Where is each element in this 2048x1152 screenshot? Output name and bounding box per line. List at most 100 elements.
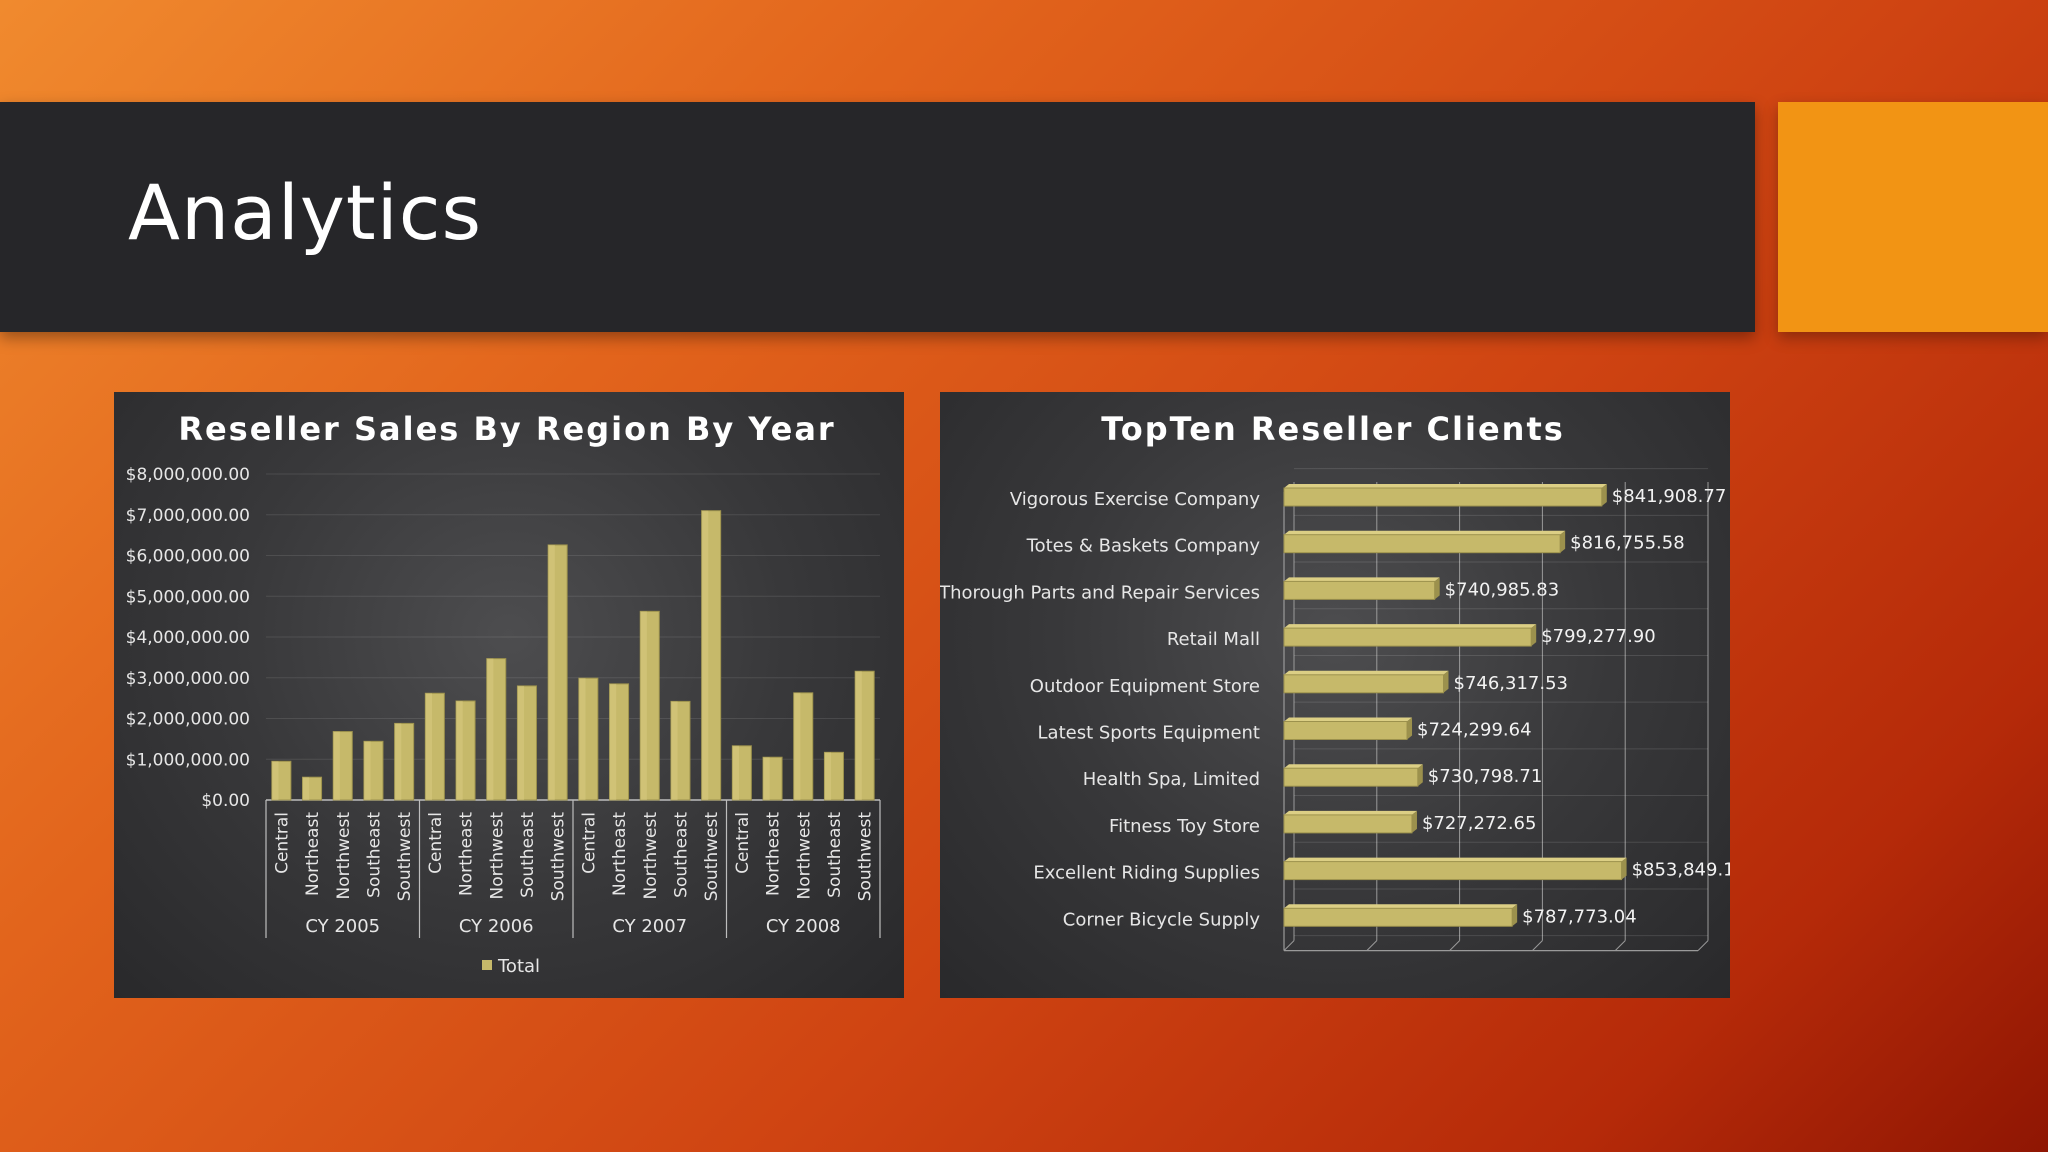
- title-band: [0, 102, 1755, 332]
- bar-highlight: [763, 757, 770, 800]
- bar: [455, 700, 476, 801]
- top-clients-chart-title: TopTen Reseller Clients: [1101, 410, 1565, 448]
- y-tick-label: $3,000,000.00: [126, 669, 250, 689]
- bar-highlight: [855, 671, 862, 800]
- client-label: Thorough Parts and Repair Services: [940, 582, 1260, 603]
- x-category-label: Central: [579, 812, 599, 874]
- top-clients-chart: TopTen Reseller Clients Vigorous Exercis…: [940, 410, 1730, 952]
- y-tick-label: $0.00: [201, 791, 250, 811]
- top-clients-chart-panel: TopTen Reseller Clients Vigorous Exercis…: [940, 392, 1730, 998]
- data-label: $740,985.83: [1445, 579, 1560, 600]
- data-label: $730,798.71: [1428, 766, 1543, 787]
- client-label: Corner Bicycle Supply: [1063, 909, 1261, 930]
- bar: [1283, 814, 1413, 834]
- y-tick-label: $1,000,000.00: [126, 750, 250, 770]
- bar-top: [1284, 624, 1537, 629]
- x-category-label: Northwest: [641, 812, 661, 900]
- x-category-label: Southeast: [518, 812, 538, 898]
- bar: [1283, 861, 1623, 881]
- x-group-label: CY 2005: [305, 916, 380, 937]
- floor-gridline: [1449, 940, 1460, 952]
- x-category-label: Central: [733, 812, 753, 874]
- bar-highlight: [578, 678, 586, 800]
- bar: [578, 677, 599, 801]
- bar-highlight: [670, 701, 678, 800]
- data-label: $724,299.64: [1417, 720, 1532, 741]
- bar-highlight: [701, 510, 709, 800]
- bar: [793, 692, 814, 801]
- bar: [609, 683, 630, 801]
- accent-square: [1778, 102, 2048, 332]
- bar: [547, 544, 568, 801]
- bar-top: [1284, 484, 1607, 488]
- slide-title: Analytics: [128, 168, 483, 257]
- bar: [424, 692, 445, 801]
- bar-highlight: [824, 752, 832, 800]
- bar: [854, 670, 875, 801]
- x-category-label: Northeast: [303, 812, 323, 896]
- data-label: $727,272.65: [1422, 813, 1537, 834]
- bar-top: [1284, 904, 1518, 909]
- legend-label: Total: [497, 956, 540, 977]
- legend-swatch: [482, 960, 492, 970]
- client-label: Totes & Baskets Company: [1026, 536, 1261, 557]
- bar-end: [1411, 810, 1417, 833]
- bar-highlight: [302, 777, 310, 800]
- client-label: Retail Mall: [1167, 629, 1260, 650]
- bar-end: [1621, 857, 1627, 880]
- bar: [332, 731, 353, 801]
- x-category-label: Northeast: [764, 812, 784, 896]
- bar-end: [1512, 904, 1518, 927]
- bar-highlight: [394, 723, 402, 800]
- bar-end: [1601, 484, 1607, 506]
- bar: [394, 722, 415, 801]
- x-category-label: Central: [426, 812, 446, 874]
- bar: [1283, 767, 1419, 787]
- bar: [1283, 627, 1532, 647]
- client-label: Excellent Riding Supplies: [1033, 863, 1260, 884]
- bar-highlight: [609, 683, 617, 800]
- data-label: $816,755.58: [1570, 533, 1685, 554]
- bar-end: [1407, 717, 1413, 740]
- bar-top: [1284, 670, 1449, 675]
- bar-top: [1284, 530, 1566, 535]
- x-category-label: Southeast: [825, 812, 845, 898]
- bar-highlight: [486, 658, 494, 800]
- region-sales-chart-title: Reseller Sales By Region By Year: [178, 410, 835, 448]
- bar-end: [1443, 670, 1449, 693]
- bar: [1283, 534, 1561, 554]
- bar-highlight: [425, 693, 432, 800]
- floor-gridline: [1366, 940, 1378, 952]
- bar-end: [1417, 764, 1423, 787]
- floor-gridline: [1532, 940, 1543, 952]
- x-category-label: Central: [272, 812, 292, 874]
- x-category-label: Northwest: [794, 812, 814, 900]
- y-tick-label: $2,000,000.00: [126, 710, 250, 730]
- client-label: Vigorous Exercise Company: [1010, 489, 1260, 510]
- bar: [516, 685, 537, 801]
- bar-highlight: [517, 685, 525, 800]
- bar-highlight: [363, 741, 371, 800]
- bar-highlight: [548, 544, 555, 800]
- bar-highlight: [271, 761, 279, 800]
- bar: [731, 745, 752, 801]
- data-label: $853,849.18: [1632, 860, 1730, 881]
- x-category-label: Northeast: [610, 812, 630, 896]
- client-label: Health Spa, Limited: [1083, 769, 1260, 790]
- x-category-label: Southeast: [364, 812, 384, 898]
- bar: [670, 700, 691, 801]
- floor-gridline: [1697, 940, 1709, 952]
- bar: [1283, 580, 1436, 600]
- data-label: $746,317.53: [1454, 673, 1569, 694]
- bar: [1283, 674, 1445, 694]
- bar: [701, 510, 722, 801]
- y-tick-label: $7,000,000.00: [126, 506, 250, 526]
- bar: [271, 760, 292, 801]
- bar-end: [1434, 577, 1440, 600]
- x-category-label: Northwest: [334, 812, 354, 900]
- bar-end: [1560, 530, 1566, 553]
- x-category-label: Southwest: [395, 812, 415, 902]
- x-category-label: Northeast: [457, 812, 477, 896]
- bar: [762, 756, 783, 801]
- bar-top: [1284, 857, 1627, 862]
